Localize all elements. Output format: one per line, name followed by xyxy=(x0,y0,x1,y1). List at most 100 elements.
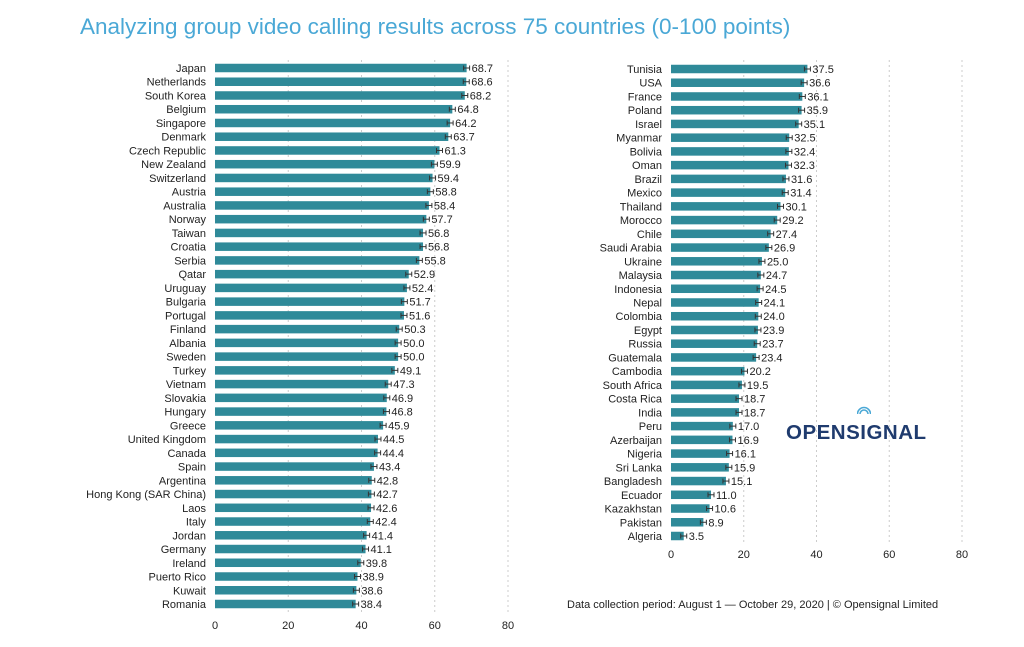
left-value-label: 59.4 xyxy=(438,173,459,185)
left-value-label: 61.3 xyxy=(445,145,466,157)
left-x-tick-label: 20 xyxy=(282,620,294,632)
left-value-label: 52.9 xyxy=(414,269,435,281)
opensignal-logo: OPENS IGNAL xyxy=(786,406,927,445)
left-value-label: 50.0 xyxy=(403,352,424,364)
right-bar xyxy=(671,476,726,486)
right-bar xyxy=(671,147,789,156)
left-category-label: Jordan xyxy=(172,530,206,542)
left-error-bar xyxy=(462,79,470,85)
right-error-bar xyxy=(803,66,811,72)
right-bar xyxy=(671,229,771,239)
footer-note: Data collection period: August 1 — Octob… xyxy=(567,599,939,611)
right-value-label: 24.5 xyxy=(765,284,786,296)
left-category-label: Ireland xyxy=(172,558,206,570)
right-category-label: Guatemala xyxy=(608,352,663,364)
right-value-label: 20.2 xyxy=(749,366,770,378)
right-value-label: 19.5 xyxy=(747,380,768,392)
right-value-label: 24.1 xyxy=(764,298,785,310)
right-bar xyxy=(671,408,740,417)
right-category-label: Thailand xyxy=(620,201,662,213)
right-error-bar xyxy=(758,258,766,264)
right-value-label: 16.1 xyxy=(735,449,756,461)
left-error-bar xyxy=(429,175,437,181)
signal-waves-icon: I xyxy=(857,406,872,445)
right-value-label: 36.1 xyxy=(807,91,828,103)
right-category-label: South Africa xyxy=(603,380,663,392)
right-error-bar xyxy=(707,492,715,498)
right-category-label: Mexico xyxy=(627,188,662,200)
chart-title: Analyzing group video calling results ac… xyxy=(80,14,791,39)
right-x-tick-label: 60 xyxy=(883,549,895,561)
left-bar xyxy=(215,503,372,513)
right-error-bar xyxy=(680,533,688,539)
right-error-bar xyxy=(765,245,773,251)
right-error-bar xyxy=(726,451,734,457)
right-error-bar xyxy=(735,396,743,402)
right-error-bar xyxy=(773,217,781,223)
right-bar xyxy=(671,325,758,335)
left-category-label: Singapore xyxy=(156,118,206,130)
left-category-label: Hungary xyxy=(164,407,206,419)
right-x-tick-label: 0 xyxy=(668,549,674,561)
left-category-label: Switzerland xyxy=(149,173,206,185)
right-bar xyxy=(671,188,786,197)
right-bar xyxy=(671,518,704,527)
right-error-bar xyxy=(785,135,793,141)
logo-text-end: GNAL xyxy=(866,421,927,444)
right-bar xyxy=(671,257,762,266)
right-value-label: 37.5 xyxy=(812,64,833,76)
left-bar xyxy=(215,448,378,458)
left-bar xyxy=(215,201,429,210)
left-value-label: 38.4 xyxy=(361,599,382,611)
right-x-tick-label: 40 xyxy=(810,549,822,561)
left-bar xyxy=(215,173,433,183)
left-error-bar xyxy=(400,312,408,318)
left-bar xyxy=(215,572,358,581)
right-bar xyxy=(671,504,710,513)
left-error-bar xyxy=(436,147,444,153)
left-error-bar xyxy=(363,532,371,538)
right-category-label: Russia xyxy=(628,339,663,351)
left-value-label: 41.4 xyxy=(372,530,393,542)
right-error-bar xyxy=(755,300,763,305)
right-error-bar xyxy=(781,190,789,196)
right-bar xyxy=(671,92,803,101)
left-value-label: 38.6 xyxy=(361,585,382,597)
logo-text-letter: I xyxy=(860,421,867,444)
left-value-label: 49.1 xyxy=(400,365,421,377)
left-value-label: 57.7 xyxy=(431,214,452,226)
right-bar xyxy=(671,531,684,541)
right-category-label: Indonesia xyxy=(614,284,663,296)
left-error-bar xyxy=(446,120,454,126)
left-error-bar xyxy=(394,354,402,360)
left-category-label: Laos xyxy=(182,503,206,515)
right-error-bar xyxy=(754,313,762,319)
right-value-label: 8.9 xyxy=(708,517,723,529)
left-bar xyxy=(215,283,407,293)
right-bar xyxy=(671,284,761,294)
right-bar xyxy=(671,270,761,280)
left-error-bar xyxy=(425,202,433,208)
right-value-label: 3.5 xyxy=(689,531,704,543)
right-error-bar xyxy=(738,382,746,388)
left-category-label: Vietnam xyxy=(166,379,206,391)
right-error-bar xyxy=(767,231,775,237)
left-x-tick-label: 40 xyxy=(355,620,367,632)
right-category-label: Malaysia xyxy=(619,270,663,282)
left-x-tick-label: 80 xyxy=(502,620,514,632)
left-bar xyxy=(215,599,356,609)
right-bar xyxy=(671,353,757,362)
left-error-bar xyxy=(422,216,430,222)
left-bar xyxy=(215,407,387,416)
left-category-label: Finland xyxy=(170,324,206,336)
left-error-bar xyxy=(384,381,392,387)
left-bar xyxy=(215,489,372,499)
left-value-label: 46.9 xyxy=(392,393,413,405)
left-category-label: Australia xyxy=(163,200,207,212)
right-value-label: 18.7 xyxy=(744,407,765,419)
left-error-bar xyxy=(374,450,382,456)
right-bar xyxy=(671,160,789,170)
left-value-label: 58.8 xyxy=(435,187,456,199)
right-error-bar xyxy=(752,354,760,360)
left-error-bar xyxy=(419,244,427,250)
